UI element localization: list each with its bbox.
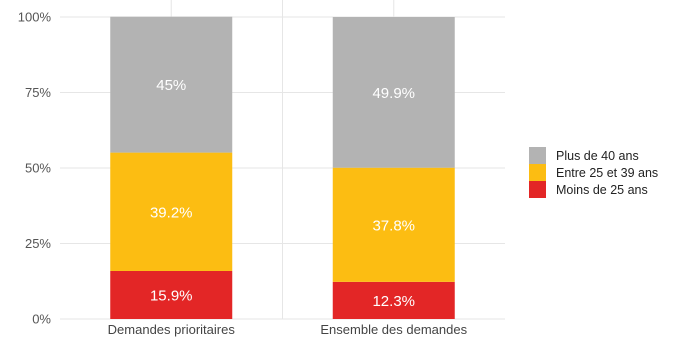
bars: 15.9% 39.2% 45% 12.3% 37.8% 49.9% bbox=[110, 16, 455, 319]
bar-segment bbox=[332, 281, 455, 319]
y-tick-label: 50% bbox=[25, 161, 51, 176]
data-label: 37.8% bbox=[372, 217, 415, 234]
y-axis-tick-labels: 0% 25% 50% 75% 100% bbox=[18, 10, 52, 327]
legend-swatch bbox=[529, 164, 546, 181]
legend-label: Moins de 25 ans bbox=[556, 183, 648, 197]
data-label: 45% bbox=[156, 77, 186, 94]
legend-label: Plus de 40 ans bbox=[556, 149, 639, 163]
y-tick-label: 25% bbox=[25, 236, 51, 251]
bar-segment bbox=[110, 270, 233, 319]
bar-segment bbox=[110, 152, 233, 271]
legend-swatch bbox=[529, 181, 546, 198]
y-tick-label: 100% bbox=[18, 10, 52, 25]
y-tick-label: 75% bbox=[25, 85, 51, 100]
data-label: 49.9% bbox=[372, 85, 415, 102]
bar-segment bbox=[110, 16, 233, 153]
bar-segment bbox=[332, 167, 455, 282]
data-label: 39.2% bbox=[150, 204, 193, 221]
legend-label: Entre 25 et 39 ans bbox=[556, 166, 658, 180]
bar-segment bbox=[332, 17, 455, 168]
y-tick-label: 0% bbox=[32, 312, 51, 327]
data-label: 12.3% bbox=[372, 293, 415, 310]
x-tick-label: Demandes prioritaires bbox=[108, 322, 236, 337]
legend: Plus de 40 ans Entre 25 et 39 ans Moins de… bbox=[529, 147, 658, 198]
x-axis-category-labels: Demandes prioritaires Ensemble des demand… bbox=[108, 322, 468, 337]
legend-swatch bbox=[529, 147, 546, 164]
data-label: 15.9% bbox=[150, 287, 193, 304]
x-tick-label: Ensemble des demandes bbox=[320, 322, 467, 337]
